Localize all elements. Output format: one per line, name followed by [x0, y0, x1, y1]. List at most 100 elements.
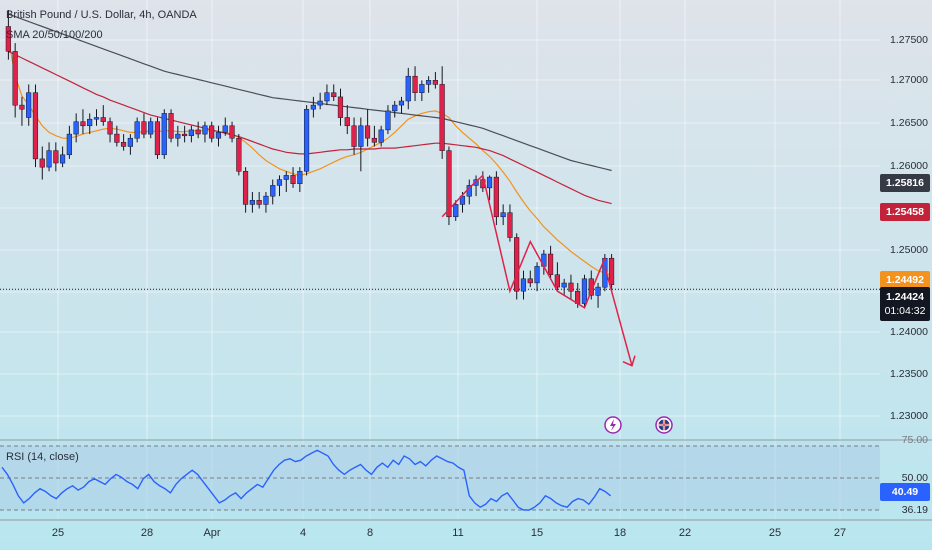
- candle-body: [175, 133, 181, 139]
- candle-body: [507, 212, 513, 238]
- candle-body: [229, 125, 235, 139]
- candle-body: [337, 96, 344, 118]
- candle-body: [561, 282, 567, 288]
- candle-body: [398, 100, 405, 106]
- candle-body: [493, 176, 499, 218]
- rsi-background: [0, 440, 880, 520]
- candle-body: [385, 110, 391, 131]
- rsi-line: [1, 449, 612, 511]
- date-tick: 25: [768, 527, 782, 539]
- candle-body: [188, 129, 194, 136]
- candle-body: [419, 84, 425, 93]
- date-tick: 27: [833, 527, 847, 539]
- candle-body: [107, 121, 113, 135]
- price-tick: 1.26500: [890, 117, 928, 129]
- candle-body: [520, 278, 527, 292]
- rsi-level-mid: 50.00: [901, 472, 928, 484]
- price-tick: 1.24000: [890, 326, 928, 338]
- sma-100-line: [8, 50, 612, 205]
- projection-arrow-line: [604, 266, 633, 366]
- candle-body: [344, 117, 350, 127]
- candle-body: [263, 195, 269, 205]
- date-tick: 28: [140, 527, 154, 539]
- candle-body: [195, 129, 201, 135]
- candle-body: [39, 158, 45, 168]
- lightning-icon-bolt: [610, 419, 616, 431]
- price-tick: 1.25000: [890, 244, 928, 256]
- rsi-level-lower: 36.19: [901, 504, 928, 516]
- bar-countdown: 01:04:32: [884, 305, 926, 317]
- candle-body: [26, 92, 32, 118]
- rsi-current-badge: 40.49: [880, 483, 930, 501]
- date-tick: 15: [530, 527, 544, 539]
- candle-body: [181, 133, 188, 137]
- candle-body: [554, 274, 560, 288]
- date-tick: 8: [366, 527, 374, 539]
- date-tick: 25: [51, 527, 65, 539]
- zigzag-drawing: [441, 173, 606, 309]
- candle-body: [500, 212, 506, 218]
- events[interactable]: [604, 416, 673, 434]
- date-tick: 4: [299, 527, 307, 539]
- sma200-price-badge: 1.25816: [880, 174, 930, 192]
- candle-body: [148, 121, 154, 135]
- candle-body: [317, 100, 323, 106]
- date-tick: 11: [452, 527, 464, 539]
- last-price-badge: 1.24424 01:04:32: [880, 287, 930, 321]
- candle-body: [80, 121, 86, 127]
- price-tick: 1.27000: [890, 74, 928, 86]
- candle-body: [12, 51, 18, 106]
- candle-body: [161, 113, 167, 156]
- candle-body: [87, 118, 93, 127]
- rsi-pane: [0, 439, 932, 521]
- rsi-legend[interactable]: RSI (14, close): [6, 451, 79, 463]
- candle-body: [46, 150, 52, 168]
- candle-body: [595, 286, 601, 296]
- candle-body: [486, 176, 493, 189]
- candle-body: [120, 142, 127, 147]
- candle-body: [154, 121, 161, 156]
- candle-body: [371, 137, 377, 143]
- symbol-legend[interactable]: British Pound / U.S. Dollar, 4h, OANDA: [6, 9, 197, 21]
- sma-20-line: [7, 38, 612, 277]
- candle-body: [446, 150, 452, 218]
- date-tick: Apr: [203, 527, 221, 539]
- candle-body: [276, 179, 283, 186]
- candle-body: [114, 133, 120, 143]
- candle-body: [73, 121, 79, 135]
- sma-legend[interactable]: SMA 20/50/100/200: [6, 29, 103, 41]
- candle-body: [256, 200, 262, 205]
- candle-body: [100, 117, 106, 122]
- candle-body: [514, 237, 520, 292]
- candle-body: [242, 171, 249, 205]
- candle-body: [283, 175, 289, 180]
- sma20-price-badge: 1.24492: [880, 271, 930, 289]
- candle-body: [222, 125, 228, 133]
- candle-body: [297, 171, 303, 184]
- date-tick: 22: [678, 527, 692, 539]
- rsi-level-upper: 75.00: [901, 434, 928, 446]
- candle-body: [236, 137, 242, 172]
- candle-body: [425, 80, 432, 85]
- candle-body: [378, 129, 384, 143]
- candle-body: [358, 125, 364, 147]
- candles: [5, 10, 615, 308]
- candle-body: [439, 84, 445, 151]
- price-tick: 1.26000: [890, 160, 928, 172]
- drawings[interactable]: [441, 173, 636, 367]
- candle-body: [547, 253, 554, 275]
- candle-body: [127, 137, 133, 147]
- price-tick: 1.23500: [890, 368, 928, 380]
- candle-body: [141, 121, 147, 135]
- candle-body: [32, 92, 39, 160]
- price-tick: 1.27500: [890, 34, 928, 46]
- candle-body: [324, 92, 330, 102]
- candle-body: [527, 278, 533, 284]
- candle-body: [209, 125, 215, 139]
- candle-body: [134, 121, 140, 139]
- sma-200-line: [8, 13, 612, 172]
- candle-body: [66, 133, 72, 156]
- candle-body: [202, 125, 208, 135]
- candle-body: [249, 200, 255, 205]
